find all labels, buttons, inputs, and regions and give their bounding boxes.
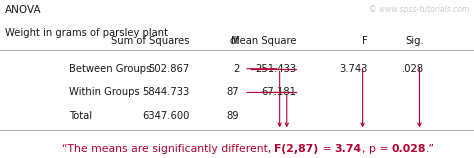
Text: ANOVA: ANOVA — [5, 5, 41, 15]
Text: Sig.: Sig. — [405, 36, 424, 46]
Text: “The means are significantly different,: “The means are significantly different, — [62, 144, 274, 154]
Text: .028: .028 — [402, 64, 424, 74]
Text: =: = — [319, 144, 335, 154]
Text: 6347.600: 6347.600 — [142, 111, 190, 121]
Text: 67.181: 67.181 — [261, 87, 296, 97]
Text: Between Groups: Between Groups — [69, 64, 151, 74]
Text: 2: 2 — [233, 64, 239, 74]
Text: Sum of Squares: Sum of Squares — [111, 36, 190, 46]
Text: Mean Square: Mean Square — [231, 36, 296, 46]
Text: Weight in grams of parsley plant: Weight in grams of parsley plant — [5, 28, 168, 38]
Text: F: F — [362, 36, 367, 46]
Text: © www.spss-tutorials.com: © www.spss-tutorials.com — [369, 5, 469, 14]
Text: 89: 89 — [227, 111, 239, 121]
Text: 5844.733: 5844.733 — [142, 87, 190, 97]
Text: F(2,87): F(2,87) — [274, 144, 319, 154]
Text: df: df — [229, 36, 239, 46]
Text: 3.743: 3.743 — [339, 64, 367, 74]
Text: 251.433: 251.433 — [255, 64, 296, 74]
Text: 3.74: 3.74 — [335, 144, 362, 154]
Text: 87: 87 — [227, 87, 239, 97]
Text: Within Groups: Within Groups — [69, 87, 139, 97]
Text: 0.028: 0.028 — [392, 144, 427, 154]
Text: , p =: , p = — [362, 144, 392, 154]
Text: 502.867: 502.867 — [148, 64, 190, 74]
Text: .”: .” — [427, 144, 436, 154]
Text: Total: Total — [69, 111, 92, 121]
